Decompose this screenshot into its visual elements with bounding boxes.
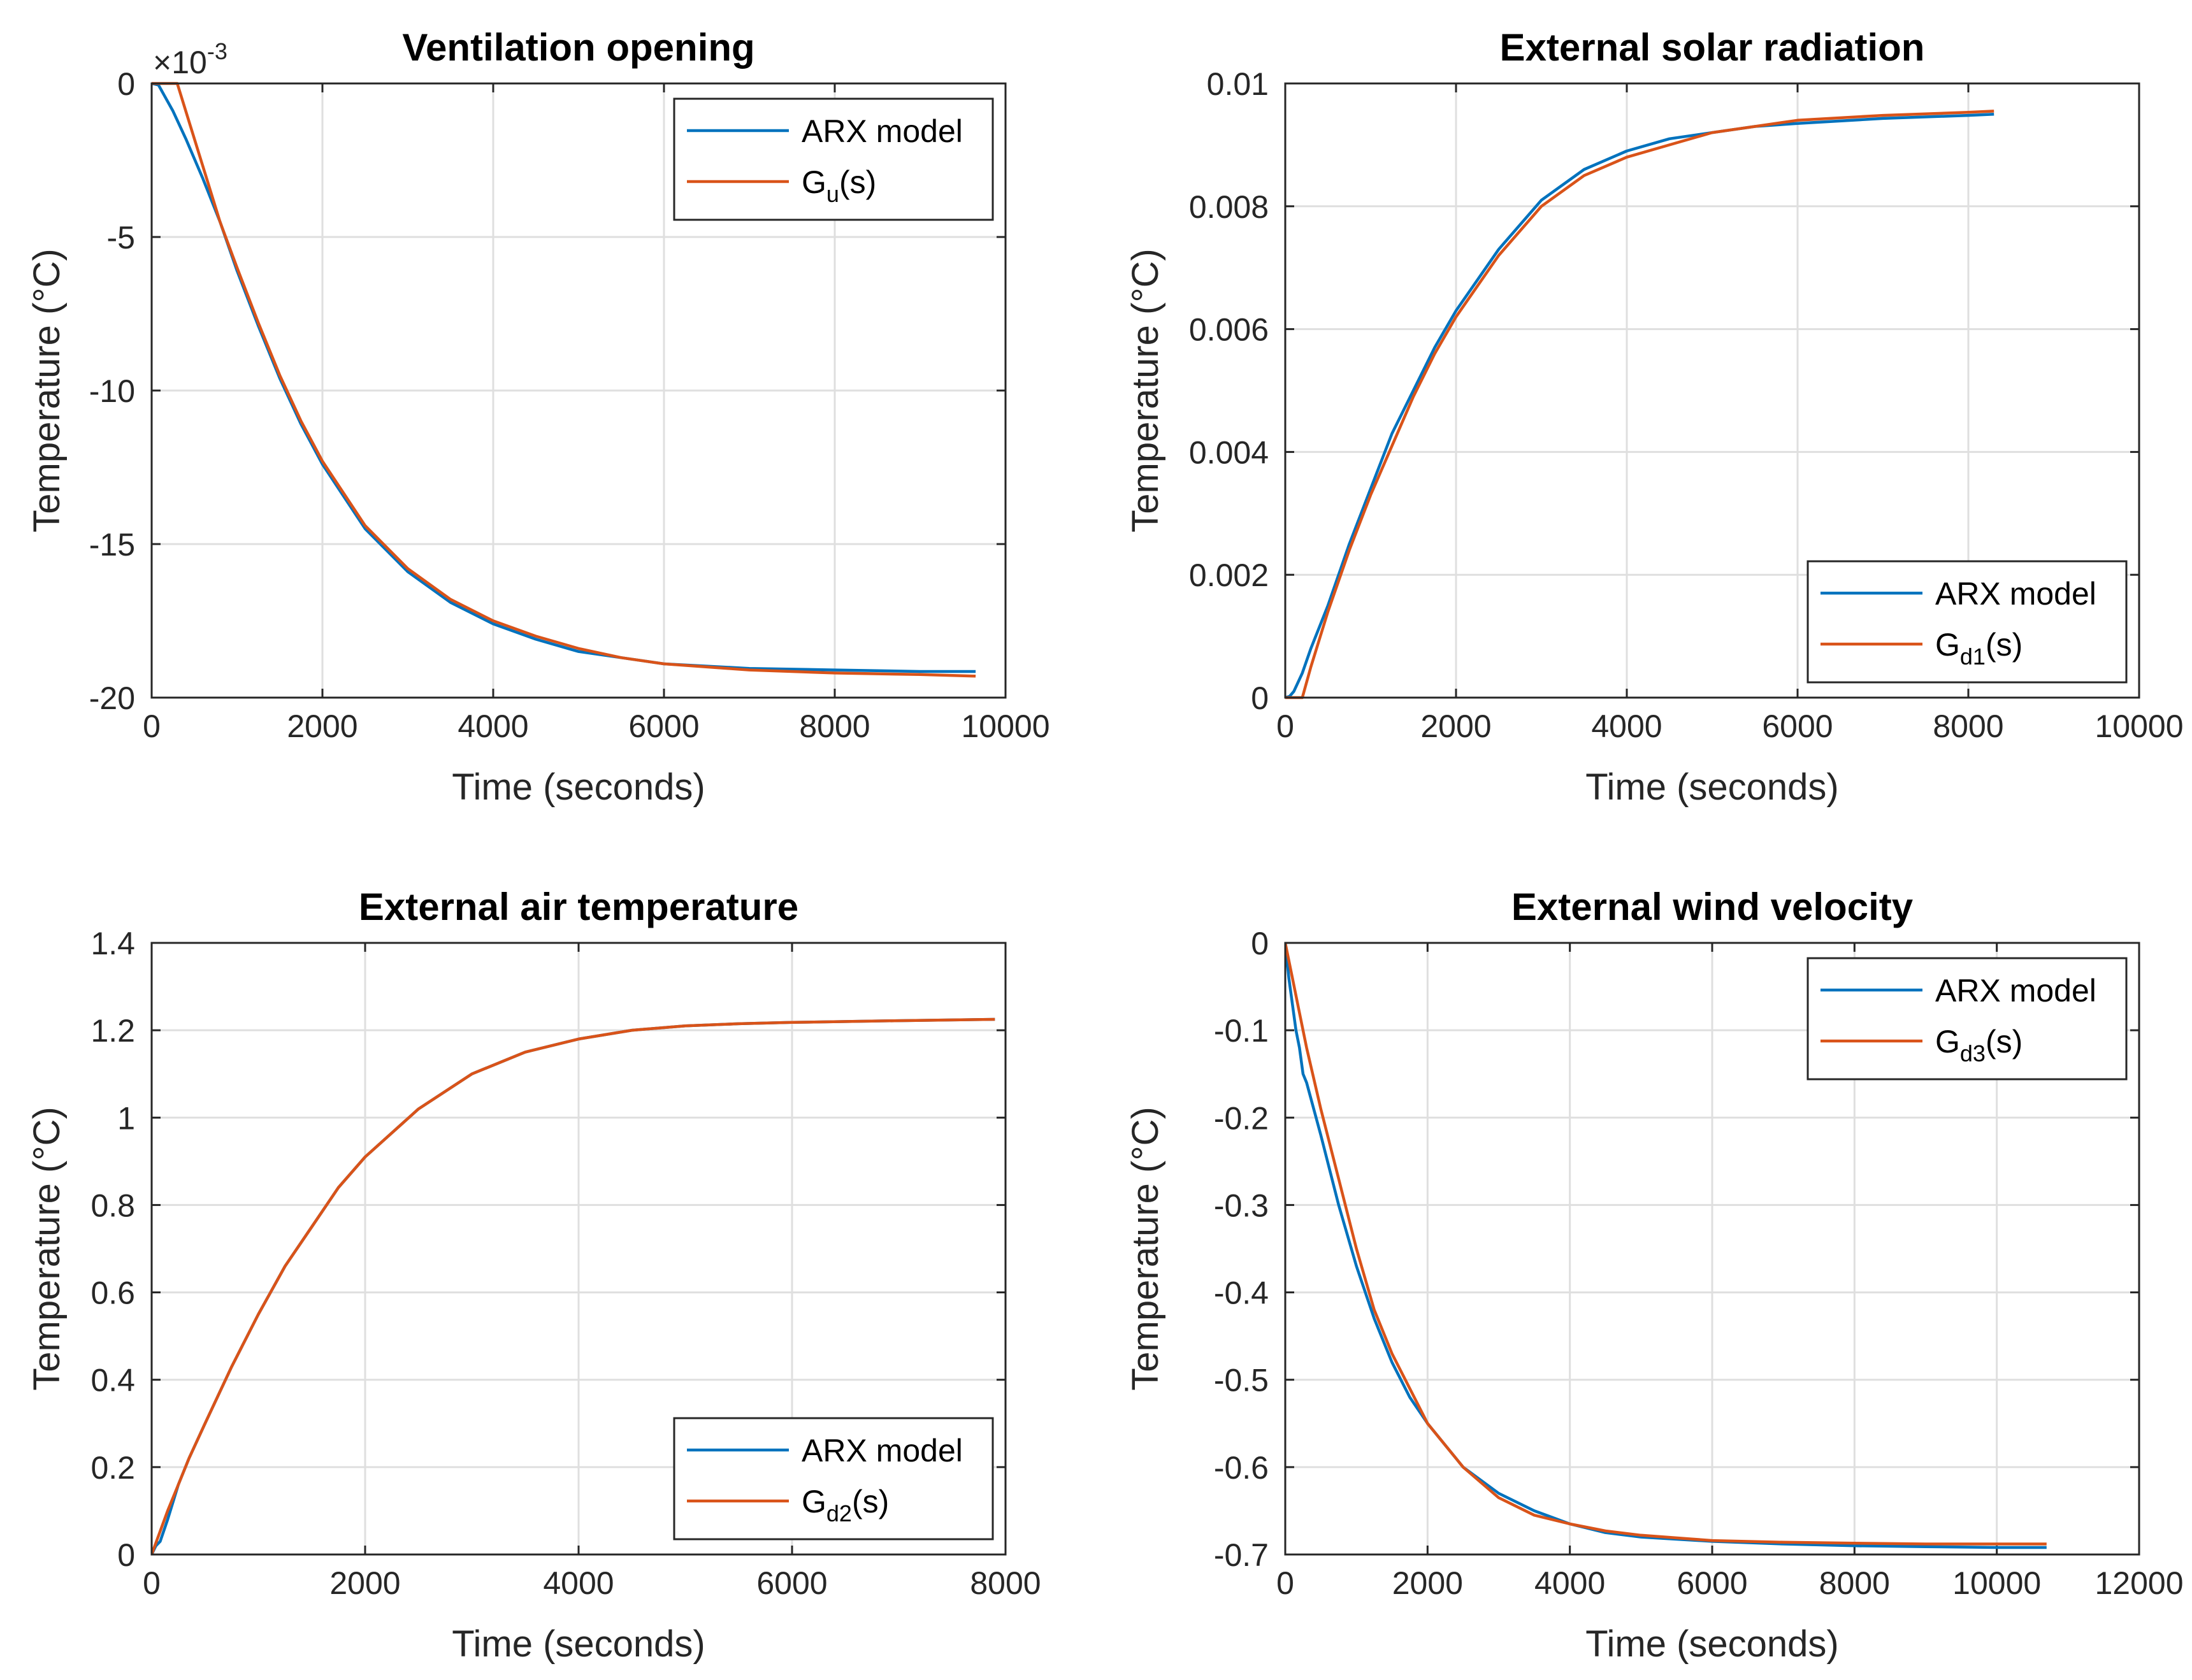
x-tick-label: 8000 [1933, 708, 2003, 744]
y-tick-label: -0.3 [1214, 1188, 1269, 1223]
series-line-g-u-s- [152, 82, 976, 678]
x-tick-label: 4000 [458, 708, 528, 744]
x-axis-label: Time (seconds) [452, 1623, 705, 1665]
series-line-arx-model [1285, 942, 2047, 1549]
y-axis-label: Temperature (°C) [26, 248, 68, 532]
legend-box [673, 1417, 994, 1540]
y-tick-label: 0.01 [1207, 66, 1269, 102]
y-tick-label: 0 [117, 1537, 135, 1573]
y-tick-label: 0.8 [90, 1188, 135, 1223]
y-tick-label: 0.4 [90, 1363, 135, 1398]
axes-box [150, 82, 1007, 699]
legend: ARX model Gu(s) [673, 97, 994, 221]
x-tick-label: 8000 [799, 708, 870, 744]
y-tick-label: 0.004 [1189, 434, 1269, 470]
y-tick-label: -20 [89, 680, 135, 716]
x-tick-label: 0 [1276, 708, 1294, 744]
x-tick-label: 8000 [970, 1565, 1041, 1601]
legend: ARX model Gd2(s) [673, 1417, 994, 1540]
legend-entry: ARX model [1935, 973, 2096, 1009]
y-tick-label: 1.2 [90, 1013, 135, 1049]
x-axis-label: Time (seconds) [1585, 766, 1839, 808]
axes-box [150, 942, 1007, 1556]
y-tick-label: 0.002 [1189, 557, 1269, 593]
x-tick-label: 6000 [756, 1565, 827, 1601]
legend-entry: ARX model [802, 113, 963, 149]
chart-title: Ventilation opening [402, 26, 754, 69]
y-axis-label: Temperature (°C) [1125, 248, 1166, 532]
x-tick-label: 4000 [543, 1565, 614, 1601]
x-tick-label: 8000 [1819, 1565, 1890, 1601]
x-tick-label: 2000 [1420, 708, 1491, 744]
legend-box [1806, 957, 2128, 1081]
y-tick-label: -0.2 [1214, 1100, 1269, 1136]
y-tick-label: -15 [89, 527, 135, 563]
chart-title: External air temperature [359, 886, 798, 928]
chart-title: External solar radiation [1500, 26, 1925, 69]
y-tick-label: -0.6 [1214, 1450, 1269, 1486]
legend: ARX model Gd3(s) [1806, 957, 2128, 1081]
legend-box [1806, 560, 2128, 684]
legend-entry: ARX model [802, 1433, 963, 1468]
x-tick-label: 0 [143, 1565, 161, 1601]
x-tick-label: 6000 [1676, 1565, 1747, 1601]
x-tick-label: 2000 [329, 1565, 400, 1601]
y-tick-label: -0.1 [1214, 1013, 1269, 1049]
x-tick-label: 10000 [1952, 1565, 2041, 1601]
chart-panel-2: 0 2000 4000 6000 8000 10000 0 0.002 0.004 0.006 0.… [1125, 26, 2184, 808]
y-axis-label: Temperature (°C) [1125, 1107, 1166, 1390]
chart-panel-4: 0 2000 4000 6000 8000 10000 12000 -0.7 -0.6 -0.5 -… [1125, 886, 2184, 1665]
y-tick-label: 0 [117, 66, 135, 102]
chart-panel-1: 0 2000 4000 6000 8000 10000 -20 -15 -10 -5 0 ×10-3 V… [26, 26, 1050, 808]
legend-entry: ARX model [1935, 576, 2096, 612]
legend-entry: Gd3(s) [1935, 1024, 2023, 1066]
x-tick-label: 2000 [287, 708, 357, 744]
x-axis-label: Time (seconds) [452, 766, 705, 808]
series-line-g-d3-s- [1285, 942, 2047, 1546]
y-axis-label: Temperature (°C) [26, 1107, 68, 1390]
x-tick-label: 6000 [1762, 708, 1833, 744]
y-exponent-label: ×10-3 [153, 38, 227, 80]
y-tick-label: 1.4 [90, 926, 135, 961]
x-tick-label: 6000 [628, 708, 699, 744]
x-axis-label: Time (seconds) [1585, 1623, 1839, 1665]
y-tick-label: -0.4 [1214, 1275, 1269, 1311]
y-tick-label: -0.5 [1214, 1363, 1269, 1398]
y-tick-label: 1 [117, 1100, 135, 1136]
legend: ARX model Gd1(s) [1806, 560, 2128, 684]
legend-box [673, 97, 994, 221]
y-tick-label: 0 [1251, 680, 1269, 716]
y-tick-label: 0.006 [1189, 312, 1269, 348]
y-tick-label: 0.2 [90, 1450, 135, 1486]
y-tick-label: -10 [89, 373, 135, 409]
x-tick-label: 10000 [961, 708, 1049, 744]
x-tick-label: 0 [1276, 1565, 1294, 1601]
chart-panel-3: 0 2000 4000 6000 8000 0 0.2 0.4 0.6 0.8 1 1.2 1.4 Ext… [26, 886, 1041, 1665]
axes-box [1284, 942, 2140, 1556]
axes-box [1284, 82, 2140, 699]
x-tick-label: 4000 [1534, 1565, 1605, 1601]
legend-entry: Gd1(s) [1935, 627, 2023, 670]
y-tick-label: 0 [1251, 926, 1269, 961]
x-tick-label: 4000 [1591, 708, 1662, 744]
y-tick-label: 0.6 [90, 1275, 135, 1311]
x-tick-label: 10000 [2095, 708, 2183, 744]
y-tick-label: 0.008 [1189, 189, 1269, 225]
series-line-g-d1-s- [1285, 110, 1994, 700]
legend-entry: Gd2(s) [802, 1484, 889, 1526]
series-line-g-d2-s- [152, 1017, 995, 1555]
x-tick-label: 0 [143, 708, 161, 744]
y-tick-label: -0.7 [1214, 1537, 1269, 1573]
x-tick-label: 2000 [1392, 1565, 1463, 1601]
chart-title: External wind velocity [1511, 886, 1914, 928]
x-tick-label: 12000 [2095, 1565, 2183, 1601]
y-tick-label: -5 [107, 220, 135, 255]
legend-entry: Gu(s) [802, 164, 876, 207]
